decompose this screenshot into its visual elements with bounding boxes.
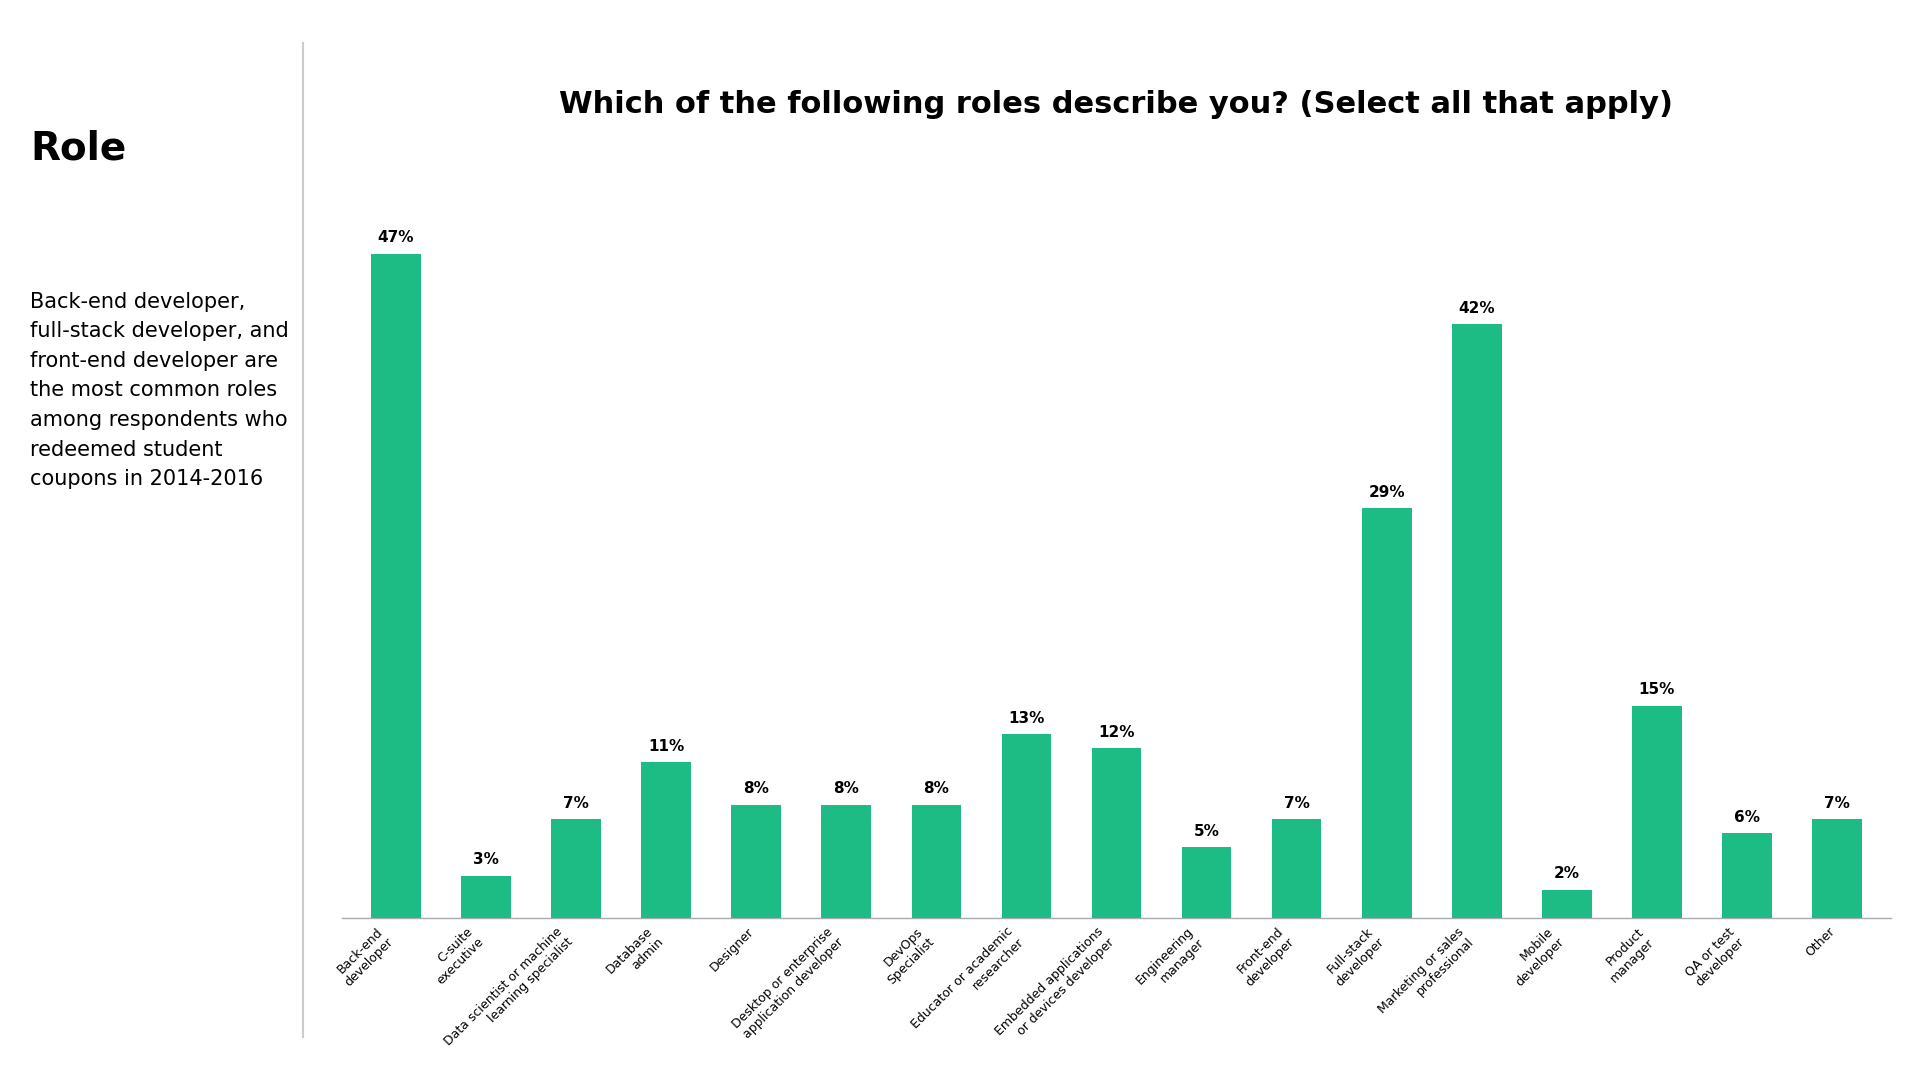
Text: 7%: 7%: [563, 796, 589, 811]
Bar: [1271, 819, 1321, 918]
Text: 15%: 15%: [1640, 683, 1674, 698]
Bar: [1722, 833, 1772, 918]
Text: 7%: 7%: [1284, 796, 1309, 811]
Bar: [371, 254, 420, 918]
Text: 8%: 8%: [833, 782, 858, 796]
Bar: [912, 805, 962, 918]
Bar: [1542, 890, 1592, 918]
Bar: [641, 762, 691, 918]
Bar: [1452, 324, 1501, 918]
Bar: [551, 819, 601, 918]
Title: Which of the following roles describe you? (Select all that apply): Which of the following roles describe yo…: [559, 90, 1674, 119]
Bar: [822, 805, 872, 918]
Text: 12%: 12%: [1098, 725, 1135, 740]
Text: 29%: 29%: [1369, 485, 1405, 500]
Text: Role: Role: [31, 130, 127, 167]
Text: 2%: 2%: [1553, 866, 1580, 881]
Text: Back-end developer,
full-stack developer, and
front-end developer are
the most c: Back-end developer, full-stack developer…: [31, 292, 290, 489]
Text: 3%: 3%: [472, 852, 499, 867]
Text: 8%: 8%: [924, 782, 948, 796]
Text: 42%: 42%: [1459, 300, 1496, 315]
Text: 7%: 7%: [1824, 796, 1851, 811]
Bar: [1092, 748, 1140, 918]
Text: 47%: 47%: [378, 230, 415, 245]
Bar: [1812, 819, 1862, 918]
Bar: [732, 805, 781, 918]
Bar: [1361, 508, 1411, 918]
Text: 5%: 5%: [1194, 824, 1219, 839]
Text: 8%: 8%: [743, 782, 770, 796]
Text: 6%: 6%: [1734, 810, 1761, 825]
Text: 13%: 13%: [1008, 711, 1044, 726]
Bar: [1002, 734, 1050, 918]
Text: 11%: 11%: [647, 739, 684, 754]
Bar: [1183, 848, 1231, 918]
Bar: [461, 876, 511, 918]
Bar: [1632, 706, 1682, 918]
